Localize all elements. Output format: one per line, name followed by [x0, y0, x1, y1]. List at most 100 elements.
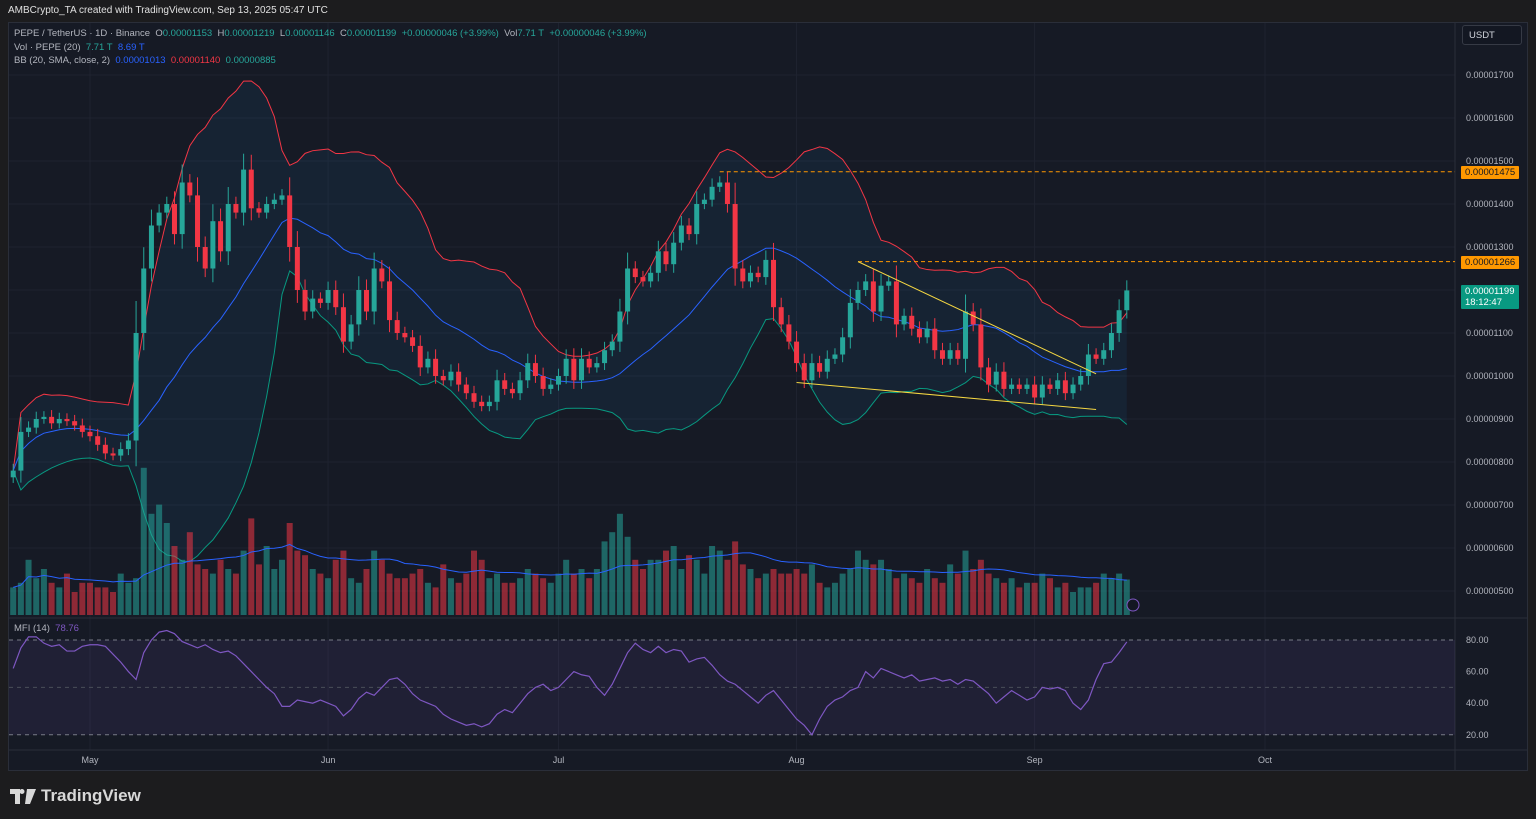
volume-bar	[209, 573, 216, 615]
volume-bar	[409, 573, 416, 615]
candle	[1124, 280, 1130, 319]
candle-body	[394, 320, 400, 333]
volume-bar	[240, 550, 247, 615]
candle-body	[755, 272, 761, 278]
volume-bar	[232, 573, 239, 615]
volume-bar	[401, 578, 408, 615]
candle	[133, 300, 139, 467]
candle-body	[325, 290, 331, 303]
volume-bar	[317, 573, 324, 615]
bb-legend[interactable]: BB (20, SMA, close, 2) 0.00001013 0.0000…	[14, 55, 276, 66]
price-tick-label: 0.00000500	[1466, 586, 1514, 596]
candle	[218, 208, 224, 262]
candle-body	[786, 324, 792, 342]
bb-basis-value: 0.00001013	[115, 55, 166, 66]
candle	[993, 363, 999, 392]
symbol-name[interactable]: PEPE / TetherUS · 1D · Binance	[14, 28, 151, 39]
mfi-tick-label: 20.00	[1466, 730, 1489, 740]
candle-body	[356, 290, 362, 325]
candle-body	[248, 169, 254, 209]
candle-body	[264, 204, 270, 213]
candle	[1070, 377, 1076, 400]
candle	[187, 174, 193, 203]
volume-bar	[762, 573, 769, 615]
chart-panel[interactable]	[8, 22, 1528, 771]
candle-body	[79, 425, 85, 432]
candle-body	[164, 204, 170, 213]
candle	[387, 266, 393, 333]
candle	[195, 177, 201, 262]
volume-bar	[217, 559, 224, 615]
candle-body	[1108, 333, 1114, 351]
candle	[1039, 376, 1045, 405]
candle	[963, 294, 969, 373]
candle-body	[187, 182, 193, 196]
volume-bar	[601, 541, 608, 615]
volume-bar	[1000, 582, 1007, 615]
price-tick-label: 0.00001700	[1466, 70, 1514, 80]
candle	[356, 276, 362, 336]
volume-bar	[463, 573, 470, 615]
candle-body	[479, 401, 485, 407]
candle	[302, 279, 308, 321]
open-label: O	[155, 28, 163, 39]
candle	[225, 187, 231, 266]
candle-body	[1101, 350, 1107, 359]
volume-bar	[524, 569, 531, 615]
volume-bar	[893, 578, 900, 615]
candle-body	[1009, 384, 1015, 389]
candle	[141, 247, 147, 351]
candle	[947, 342, 953, 365]
high-label: H	[217, 28, 225, 39]
volume-bar	[847, 569, 854, 615]
candle	[686, 218, 692, 241]
volume-legend[interactable]: Vol · PEPE (20) 7.71 T 8.69 T	[14, 42, 145, 53]
time-tick-label: Oct	[1258, 755, 1273, 765]
volume-bar	[486, 578, 493, 615]
candle-body	[809, 363, 815, 381]
volume-bar	[163, 523, 170, 615]
tradingview-logo-icon	[10, 788, 36, 804]
time-tick-label: Jul	[553, 755, 565, 765]
volume-bar	[578, 569, 585, 615]
volume-bar	[394, 578, 401, 615]
candle-body	[1055, 380, 1061, 389]
candle-body	[924, 328, 930, 338]
candle-body	[1070, 384, 1076, 394]
volume-bar	[478, 559, 485, 615]
candle-body	[771, 259, 777, 308]
candle	[640, 270, 646, 287]
candle	[233, 196, 239, 219]
candle	[717, 176, 723, 192]
mfi-tick-label: 80.00	[1466, 635, 1489, 645]
candle	[10, 463, 16, 483]
volume-bar	[609, 532, 616, 615]
currency-selector[interactable]: USDT	[1462, 25, 1522, 45]
candle-body	[287, 195, 293, 247]
candle-body	[448, 371, 454, 381]
candle-body	[279, 195, 285, 200]
candle-body	[855, 290, 861, 303]
mfi-legend[interactable]: MFI (14) 78.76	[14, 623, 79, 634]
volume-bar	[701, 573, 708, 615]
candle-body	[363, 290, 369, 312]
candle	[1116, 299, 1122, 342]
candle-body	[210, 221, 216, 269]
tradingview-logo[interactable]: TradingView	[10, 786, 141, 806]
candle-body	[141, 268, 147, 333]
candle	[95, 428, 101, 451]
candle-body	[801, 363, 807, 381]
candle	[340, 293, 346, 353]
candle-body	[371, 268, 377, 312]
candle	[202, 236, 208, 278]
candle	[893, 265, 899, 338]
candle-body	[901, 315, 907, 325]
candle-body	[1124, 290, 1130, 311]
symbol-legend: PEPE / TetherUS · 1D · Binance O0.000011…	[14, 28, 647, 39]
volume-bar	[693, 559, 700, 615]
candle	[1108, 323, 1114, 358]
candle-body	[724, 182, 730, 204]
volume-bar	[586, 578, 593, 615]
candle	[671, 232, 677, 273]
